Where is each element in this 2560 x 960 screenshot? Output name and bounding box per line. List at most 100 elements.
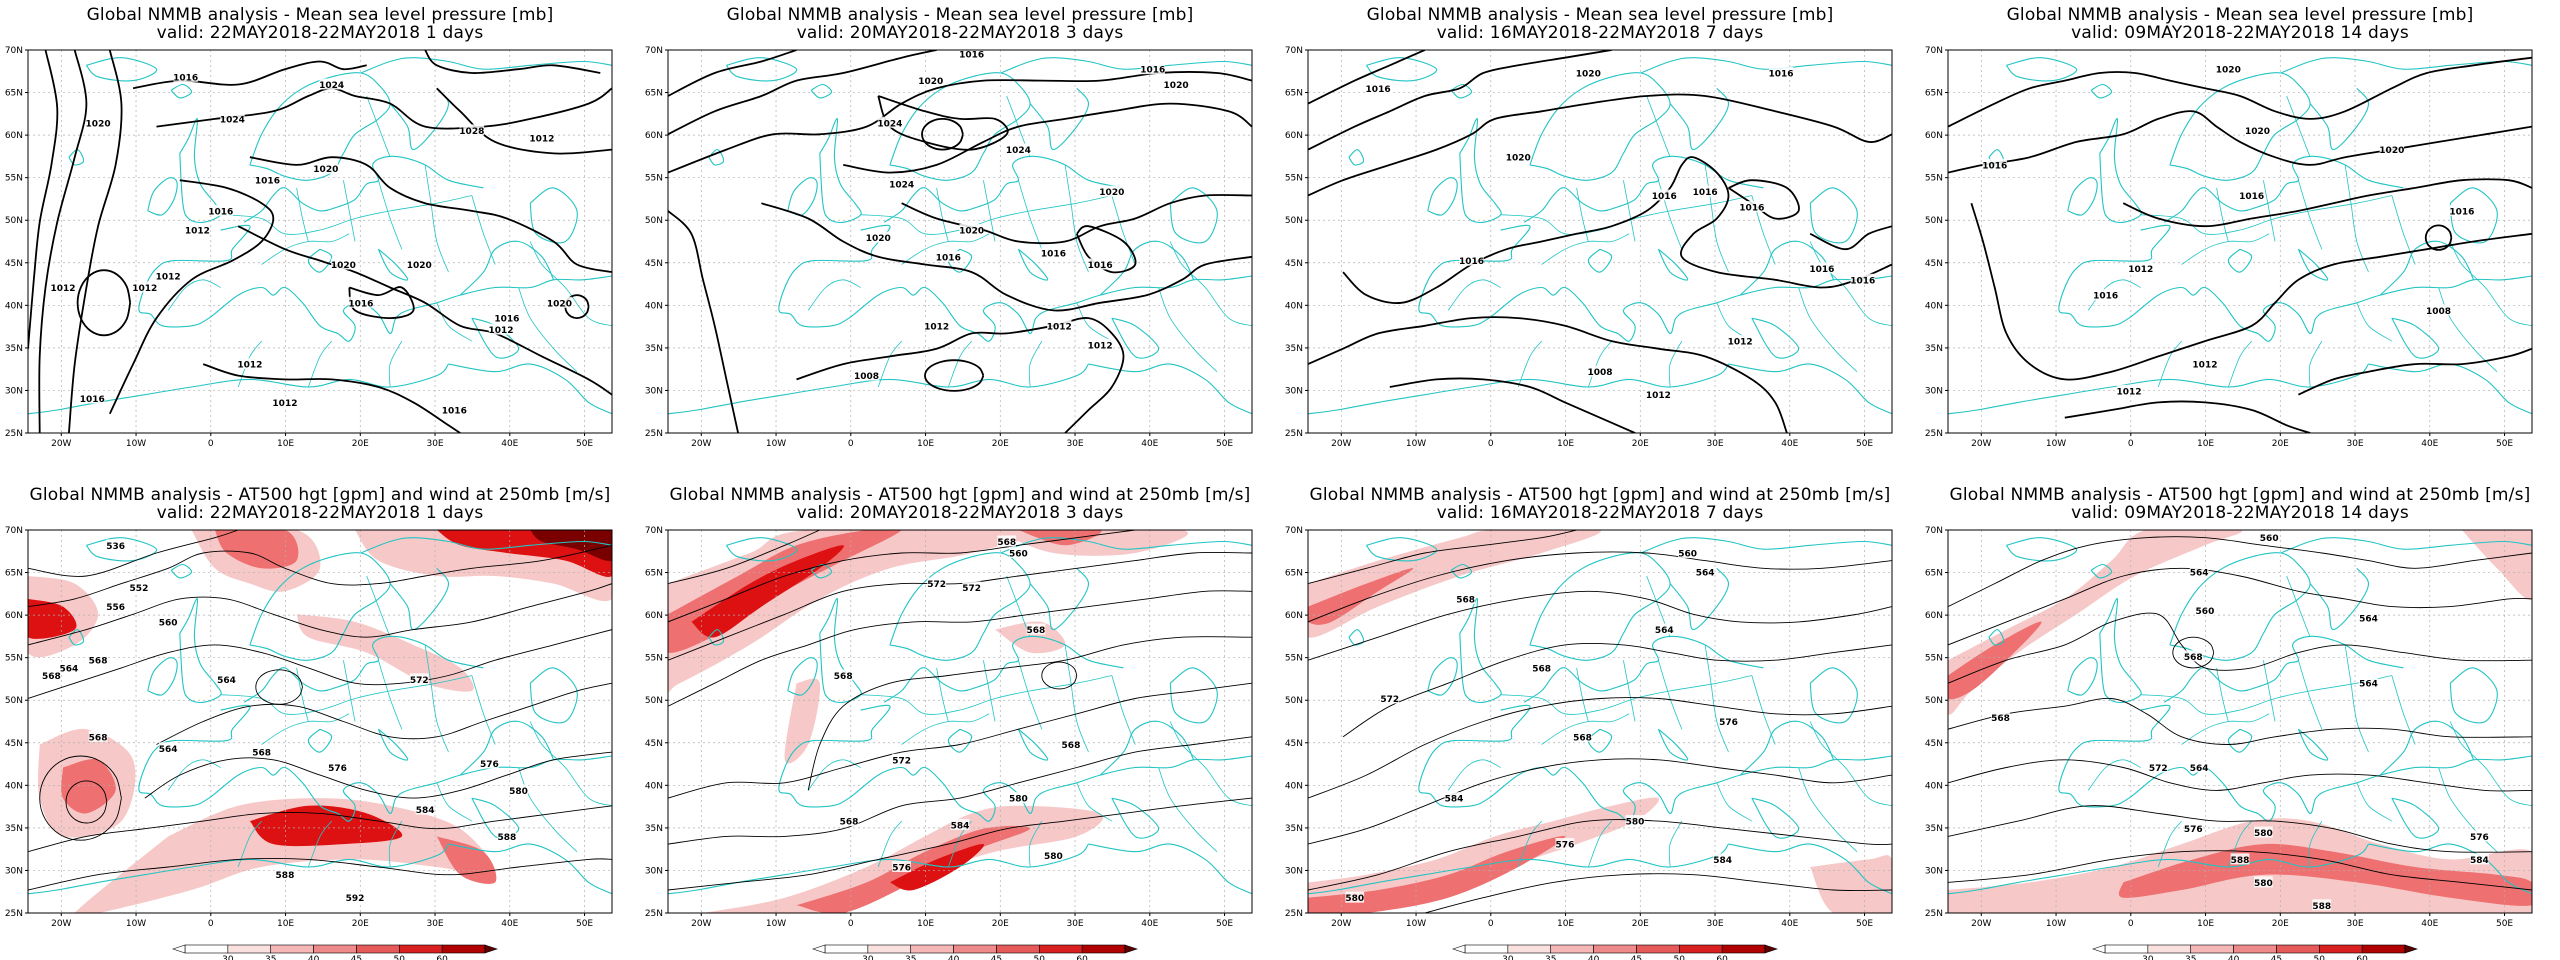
contour-label: 576 (328, 764, 347, 774)
contour-label: 1016 (1366, 85, 1391, 95)
isobar (843, 102, 1252, 174)
coastline (2090, 83, 2113, 99)
height-contour (807, 636, 1252, 791)
lon-label: 30E (1706, 439, 1723, 449)
lat-label: 50N (1925, 696, 1943, 706)
mslp-panel-2: Global NMMB analysis - Mean sea level pr… (640, 0, 1280, 480)
coastline (2005, 537, 2078, 562)
contour-label: 552 (130, 584, 149, 594)
lat-label: 50N (1285, 216, 1303, 226)
isobar (877, 95, 1009, 151)
wind-speed-shading (214, 530, 299, 569)
contour-label: 1012 (529, 135, 554, 145)
isobar (2424, 224, 2453, 251)
lat-label: 70N (5, 526, 23, 536)
isobar (1970, 202, 2532, 381)
contour-label: 1016 (1088, 261, 1113, 271)
contour-label-bg (59, 661, 79, 673)
contour-label-bg (2359, 677, 2378, 689)
coastline (889, 72, 1031, 181)
height-contour (1308, 530, 1577, 585)
contour-label: 1008 (1587, 368, 1612, 378)
lon-label: 10E (277, 439, 294, 449)
contour-label: 568 (1027, 626, 1046, 636)
country-border (518, 287, 578, 372)
coastline (1000, 57, 1252, 74)
height-contour (144, 751, 612, 799)
lat-label: 45N (5, 739, 23, 749)
contour-label: 1016 (80, 395, 105, 405)
contour-label: 1024 (1006, 146, 1031, 156)
country-border (366, 95, 391, 158)
contour-label-bg (1047, 319, 1072, 331)
country-border (1716, 782, 1753, 822)
colorbar-segment (2276, 944, 2320, 954)
isobar (761, 202, 1252, 312)
map-frame (1307, 49, 1893, 434)
lon-label: 50E (1856, 919, 1873, 929)
lat-label: 30N (5, 866, 23, 876)
map-content: 1016 1020 1016 1020 1016 1016 1016 1016 1016 1016… (1308, 50, 1892, 433)
height-contour (28, 583, 612, 646)
coastline (2058, 224, 2532, 342)
height-contour (28, 629, 612, 699)
coastline (1523, 155, 1764, 223)
contour-label-bg (1982, 158, 2007, 170)
coastline (668, 843, 1089, 895)
country-border (529, 241, 612, 327)
contour-label: 1012 (272, 399, 297, 409)
lon-label: 10E (1557, 919, 1574, 929)
contour-label: 1012 (1646, 391, 1671, 401)
contour-label-bg (345, 891, 365, 903)
contour-label: 1016 (442, 407, 467, 417)
z500-panel-3: Global NMMB analysis - AT500 hgt [gpm] a… (1280, 480, 1920, 960)
contour-label-bg (331, 258, 356, 270)
contour-label-bg (185, 224, 210, 236)
lat-label: 35N (1925, 344, 1943, 354)
contour-label-bg (547, 296, 572, 308)
contour-label-bg (41, 669, 61, 681)
contour-label-bg (854, 369, 879, 381)
coastline (1459, 598, 1502, 704)
wind-speed-shading (28, 598, 77, 639)
coastline (2099, 118, 2142, 224)
colorbar-segment (996, 944, 1040, 954)
lat-label: 70N (1285, 526, 1303, 536)
contour-label-bg (252, 746, 271, 758)
coastline (1418, 224, 1892, 342)
lat-label: 60N (1285, 611, 1303, 621)
wind-speed-shading (2461, 530, 2532, 600)
panel-title: Global NMMB analysis - AT500 hgt [gpm] a… (640, 486, 1280, 522)
lat-label: 30N (1285, 866, 1303, 876)
height-contour (28, 857, 612, 891)
isobar (156, 87, 612, 130)
contour-label-bg (2426, 304, 2451, 316)
contour-label-bg (1654, 623, 1674, 635)
contour-label: 1016 (2449, 207, 2474, 217)
mslp-map: 1016 1020 1016 1020 1016 1016 1016 1016 1016 1016… (1285, 46, 1893, 449)
coastline (2297, 728, 2329, 761)
country-border (1541, 233, 1630, 265)
contour-label-bg (959, 224, 984, 236)
mslp-map: 1016 1016 1020 1020 1024 1024 1020 1024 1020 1020… (645, 46, 1253, 449)
coastline (1751, 797, 1800, 839)
colorbar-segment (1678, 944, 1723, 954)
coastline (1029, 87, 1090, 151)
contour-label: 564 (59, 664, 78, 674)
contour-label: 1016 (2239, 192, 2264, 202)
lat-label: 65N (1925, 89, 1943, 99)
country-border (2157, 340, 2182, 388)
lat-label: 40N (645, 301, 663, 311)
country-border (220, 675, 472, 715)
contour-label-bg (1695, 566, 1715, 578)
coastline (2449, 187, 2498, 244)
coastline (2099, 598, 2142, 704)
lat-label: 30N (645, 386, 663, 396)
coastline (787, 657, 818, 696)
country-border (1751, 675, 1776, 745)
contour-label: 1012 (132, 284, 157, 294)
lon-label: 20E (2272, 919, 2289, 929)
country-border (1798, 287, 1858, 372)
z500-map: 5365525565605645685645685685645765725685… (5, 526, 613, 960)
lon-label: 20E (2272, 439, 2289, 449)
